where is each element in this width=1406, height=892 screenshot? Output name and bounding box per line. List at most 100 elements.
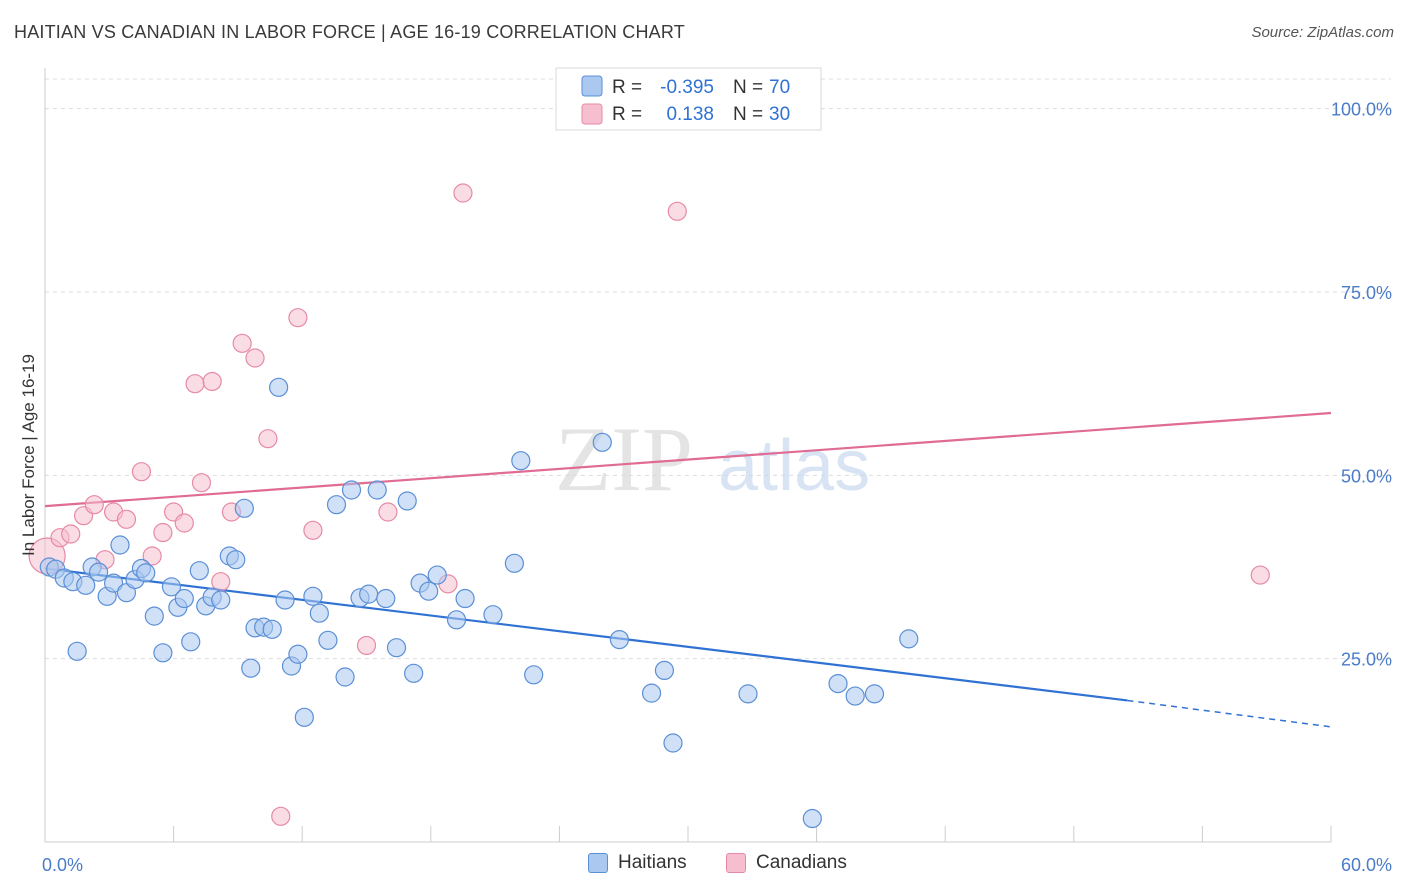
canadians-point [453,183,473,203]
haitians-point [446,610,467,630]
haitians-point [67,641,87,661]
legend-n-label-canadians: N = [733,104,763,125]
haitians-trend-extension [1127,699,1332,728]
haitians-point [419,581,439,601]
axis-layer [44,68,1332,843]
haitians-point [161,577,182,597]
legend-top: R = -0.395 N = 70 R = 0.138 N = 30 [555,67,822,131]
canadians-point [288,308,308,328]
haitians-point [376,588,396,609]
legend-r-value-haitians: -0.395 [660,77,714,98]
haitians-point [269,377,289,397]
canadians-point [142,546,162,566]
canadians-point [258,429,278,449]
haitians-point [483,605,503,625]
haitians-point [511,451,531,471]
chart-title: HAITIAN VS CANADIAN IN LABOR FORCE | AGE… [14,22,685,42]
canadians-point [84,495,104,515]
legend-bottom-canadians-swatch [726,853,746,873]
canadians-point [271,806,291,826]
legend-n-value-canadians: 30 [769,104,790,125]
tick-label-layer: 25.0% 50.0% 75.0% 100.0% 0.0% 60.0% [42,100,1392,875]
haitians-point [455,588,475,609]
grid-layer [45,78,1391,660]
haitians-point [309,603,329,623]
canadians-point [191,473,212,493]
y-tick-label: 25.0% [1341,650,1392,670]
haitians-point [738,684,758,704]
haitians-point [404,663,424,683]
legend-bottom-haitians-swatch [588,853,608,873]
haitians-point [367,480,387,500]
canadians-point [153,522,173,543]
y-tick-label: 50.0% [1341,466,1392,486]
haitians-point [88,562,109,582]
haitians-point [303,586,323,606]
canadians-point [61,524,81,544]
legend-bottom-canadians: Canadians [726,852,847,874]
canadians-point [356,635,377,656]
haitians-points [39,377,919,829]
haitians-trend-line [44,567,1128,702]
legend-n-label-haitians: N = [733,77,763,98]
legend-bottom-canadians-label: Canadians [756,852,847,873]
haitians-point [153,643,173,663]
canadians-point [174,513,194,533]
haitians-point [359,584,379,604]
haitians-point [262,619,282,639]
canadians-point [667,201,687,221]
haitians-point [864,684,885,704]
canadians-point [116,509,137,529]
haitians-point [288,644,308,664]
haitians-point [144,606,164,626]
haitians-point [341,480,362,500]
haitians-point [226,550,246,570]
haitians-point [609,629,630,650]
legend-bottom-haitians: Haitians [588,852,687,874]
haitians-point [592,432,612,452]
haitians-point [110,535,130,555]
trend-layer [44,411,1332,728]
haitians-point [76,575,96,595]
haitians-point [397,491,417,511]
haitians-point [654,660,675,681]
legend-bottom: Haitians Canadians [0,852,1406,878]
haitians-point [211,590,231,610]
legend-n-value-haitians: 70 [769,77,790,98]
haitians-point [335,667,355,687]
haitians-point [899,629,919,649]
canadians-point [245,348,265,368]
haitians-point [386,638,407,658]
canadians-point [185,374,205,394]
legend-r-value-canadians: 0.138 [666,104,714,125]
legend-bottom-haitians-label: Haitians [618,852,687,873]
canadians-point [378,502,398,522]
canadians-trend-line [44,411,1332,508]
haitians-point [845,686,865,706]
haitians-point [318,630,338,650]
x-tick-label: 60.0% [1341,855,1392,875]
haitians-point [828,673,848,694]
watermark-zip: ZIP [555,408,693,510]
haitians-point [181,632,201,652]
watermark: ZIP atlas [555,408,870,510]
haitians-point [136,563,156,583]
haitians-point [241,658,261,678]
y-tick-label: 100.0% [1331,100,1392,120]
haitians-point [294,707,314,727]
haitians-point [326,495,347,515]
watermark-atlas: atlas [718,426,870,506]
canadians-point [303,520,323,540]
haitians-point [234,498,254,518]
haitians-point [524,665,544,685]
source-label: Source: ZipAtlas.com [1251,24,1394,41]
x-tick-label: 0.0% [42,855,83,875]
legend-haitians-swatch [581,75,603,97]
haitians-point [504,553,524,573]
legend-canadians-swatch [581,103,603,125]
canadians-point [1250,565,1270,585]
haitians-point [427,565,447,585]
haitians-point [641,683,662,703]
legend-r-label-canadians: R = [612,104,642,125]
